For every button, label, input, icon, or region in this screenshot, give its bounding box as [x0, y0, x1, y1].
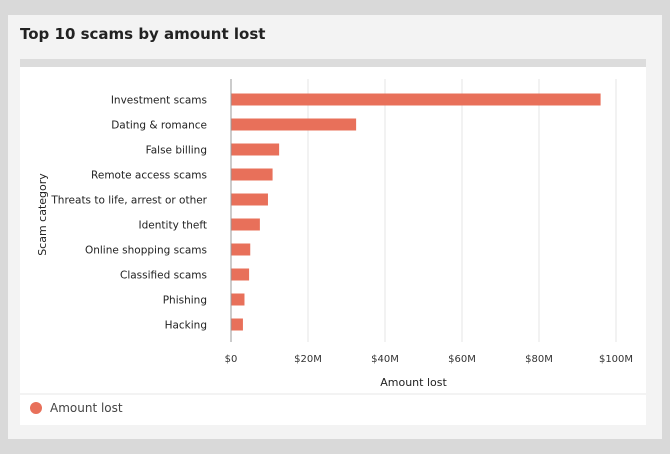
- category-label: False billing: [146, 145, 207, 157]
- category-labels: Investment scams Dating & romance False bi…: [50, 95, 207, 332]
- x-tick-label: $20M: [294, 354, 322, 365]
- y-axis-title: Scam category: [36, 173, 49, 256]
- x-tick-label: $40M: [371, 354, 399, 365]
- legend-item-amount-lost[interactable]: Amount lost: [30, 401, 123, 415]
- bar[interactable]: [231, 318, 243, 331]
- bar[interactable]: [231, 243, 251, 256]
- category-label: Identity theft: [139, 220, 207, 232]
- bar[interactable]: [231, 293, 245, 306]
- gridlines: [307, 79, 617, 342]
- bar[interactable]: [231, 193, 268, 206]
- x-tick-label: $60M: [448, 354, 476, 365]
- bar[interactable]: [231, 218, 260, 231]
- category-label: Dating & romance: [111, 120, 207, 132]
- category-label: Threats to life, arrest or other: [50, 195, 207, 207]
- x-tick-label: $100M: [599, 354, 633, 365]
- x-axis-title: Amount lost: [380, 376, 447, 389]
- category-label: Phishing: [163, 295, 207, 307]
- bar[interactable]: [231, 93, 601, 106]
- bar[interactable]: [231, 118, 357, 131]
- legend: Amount lost: [20, 395, 646, 425]
- x-tick-label: $80M: [525, 354, 553, 365]
- bar-chart: Investment scams Dating & romance False bi…: [36, 79, 633, 389]
- bar[interactable]: [231, 268, 250, 281]
- bar[interactable]: [231, 168, 273, 181]
- category-label: Online shopping scams: [85, 245, 207, 257]
- chart-panel: Top 10 scams by amount lost Investment s…: [8, 15, 662, 439]
- legend-circle-icon: [30, 402, 42, 414]
- bars: [231, 93, 601, 331]
- category-label: Hacking: [165, 320, 207, 332]
- category-label: Remote access scams: [91, 170, 207, 182]
- category-label: Classified scams: [120, 270, 207, 282]
- x-tick-label: $0: [225, 354, 238, 365]
- chart-card-title: Top 10 scams by amount lost: [20, 25, 266, 43]
- chart-area: Investment scams Dating & romance False bi…: [20, 67, 646, 393]
- category-label: Investment scams: [111, 95, 207, 107]
- bar[interactable]: [231, 143, 280, 156]
- x-tick-labels: $0 $20M $40M $60M $80M $100M: [225, 354, 633, 365]
- title-divider: [20, 59, 646, 67]
- legend-label: Amount lost: [50, 401, 123, 415]
